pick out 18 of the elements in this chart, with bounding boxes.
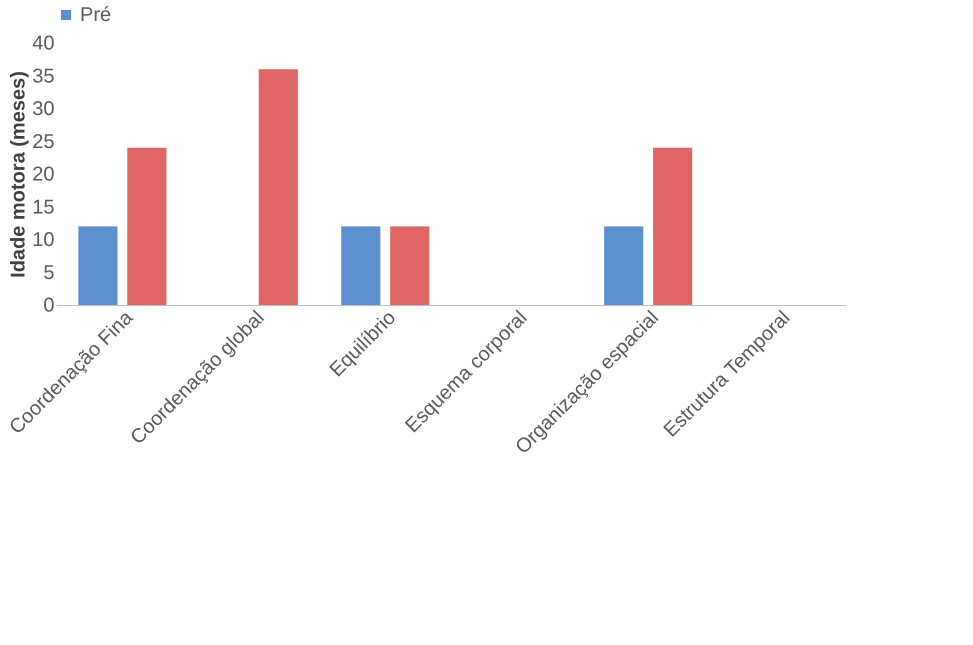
bar bbox=[127, 148, 166, 305]
bar bbox=[258, 69, 298, 305]
y-tick-label: 30 bbox=[32, 98, 54, 120]
y-axis-title: Idade motora (meses) bbox=[7, 71, 30, 278]
bar bbox=[604, 226, 644, 305]
y-tick-label: 0 bbox=[43, 294, 54, 316]
y-tick-label: 35 bbox=[32, 65, 54, 88]
bar bbox=[653, 148, 692, 305]
y-tick-label: 25 bbox=[32, 130, 54, 153]
y-tick-label: 5 bbox=[43, 262, 54, 284]
y-tick-label: 40 bbox=[32, 32, 54, 54]
legend-label: Pré bbox=[80, 4, 112, 26]
bar bbox=[390, 226, 430, 305]
bar bbox=[78, 226, 118, 305]
bar bbox=[341, 226, 380, 305]
y-tick-label: 10 bbox=[32, 229, 54, 251]
y-tick-label: 15 bbox=[32, 196, 54, 218]
y-tick-label: 20 bbox=[32, 164, 54, 186]
